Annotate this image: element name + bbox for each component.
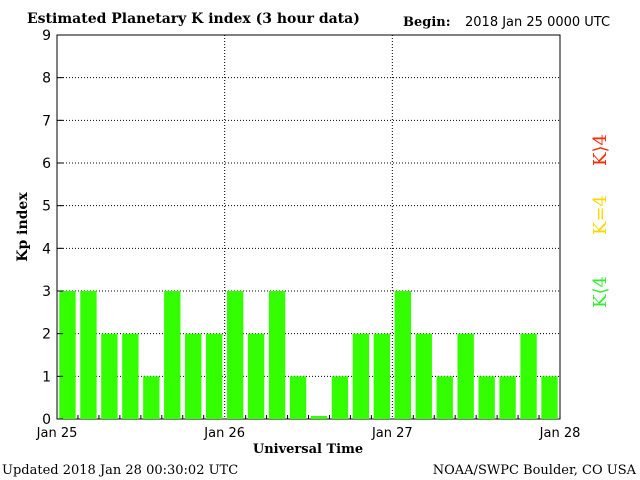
- x-tick-label: Jan 26: [203, 426, 245, 441]
- y-tick-label: 3: [42, 284, 51, 300]
- plot-area: [56, 34, 561, 420]
- legend-k-below-4: K⟨4: [590, 276, 611, 308]
- begin-value: 2018 Jan 25 0000 UTC: [465, 15, 610, 30]
- x-ticks: Jan 25 Jan 26 Jan 27 Jan 28: [36, 415, 581, 441]
- y-tick-label: 5: [42, 199, 51, 215]
- kp-bar: [310, 416, 328, 419]
- kp-bar: [352, 333, 370, 419]
- updated-timestamp: Updated 2018 Jan 28 00:30:02 UTC: [2, 463, 238, 478]
- kp-bar: [268, 291, 286, 419]
- chart-title: Estimated Planetary K index (3 hour data…: [27, 11, 360, 27]
- x-tick-label: Jan 27: [371, 426, 413, 441]
- kp-bar: [394, 291, 411, 419]
- kp-bar: [289, 376, 307, 419]
- grid-lines: [57, 35, 560, 419]
- kp-bar: [59, 291, 76, 419]
- y-tick-label: 6: [42, 156, 51, 172]
- legend-k-equal-4: K=4: [590, 195, 611, 235]
- kp-bar: [331, 376, 349, 419]
- kp-bar: [185, 333, 202, 419]
- kp-bar: [80, 291, 97, 419]
- y-tick-label: 2: [42, 327, 51, 343]
- y-tick-label: 8: [42, 71, 51, 87]
- source-credit: NOAA/SWPC Boulder, CO USA: [433, 463, 637, 478]
- legend-k-above-4: K⟩4: [590, 134, 611, 166]
- y-tick-label: 0: [42, 412, 51, 428]
- kp-bar: [541, 376, 558, 419]
- y-tick-label: 4: [42, 241, 51, 257]
- kp-bar: [457, 333, 474, 419]
- begin-label: Begin:: [403, 15, 451, 30]
- kp-bar: [101, 333, 118, 419]
- kp-bar: [520, 333, 537, 419]
- kp-bar: [415, 333, 432, 419]
- kp-bar: [122, 333, 139, 419]
- kp-bar: [226, 291, 244, 419]
- kp-bar: [478, 376, 495, 419]
- kp-bar: [499, 376, 516, 419]
- y-tick-label: 9: [42, 28, 51, 44]
- x-axis-label: Universal Time: [253, 442, 363, 457]
- kp-bar: [373, 333, 391, 419]
- y-axis-label: Kp index: [15, 192, 31, 262]
- x-tick-label: Jan 25: [36, 426, 78, 441]
- kp-bar: [247, 333, 265, 419]
- y-ticks: 0 1 2 3 4 5 6 7 8 9: [42, 28, 63, 428]
- kp-bar: [143, 376, 160, 419]
- kp-bar: [436, 376, 453, 419]
- y-tick-label: 7: [42, 113, 51, 129]
- y-tick-label: 1: [42, 369, 51, 385]
- kp-bar: [206, 333, 223, 419]
- kp-bars: [59, 291, 558, 419]
- kp-bar: [164, 291, 181, 419]
- x-tick-label: Jan 28: [539, 426, 581, 441]
